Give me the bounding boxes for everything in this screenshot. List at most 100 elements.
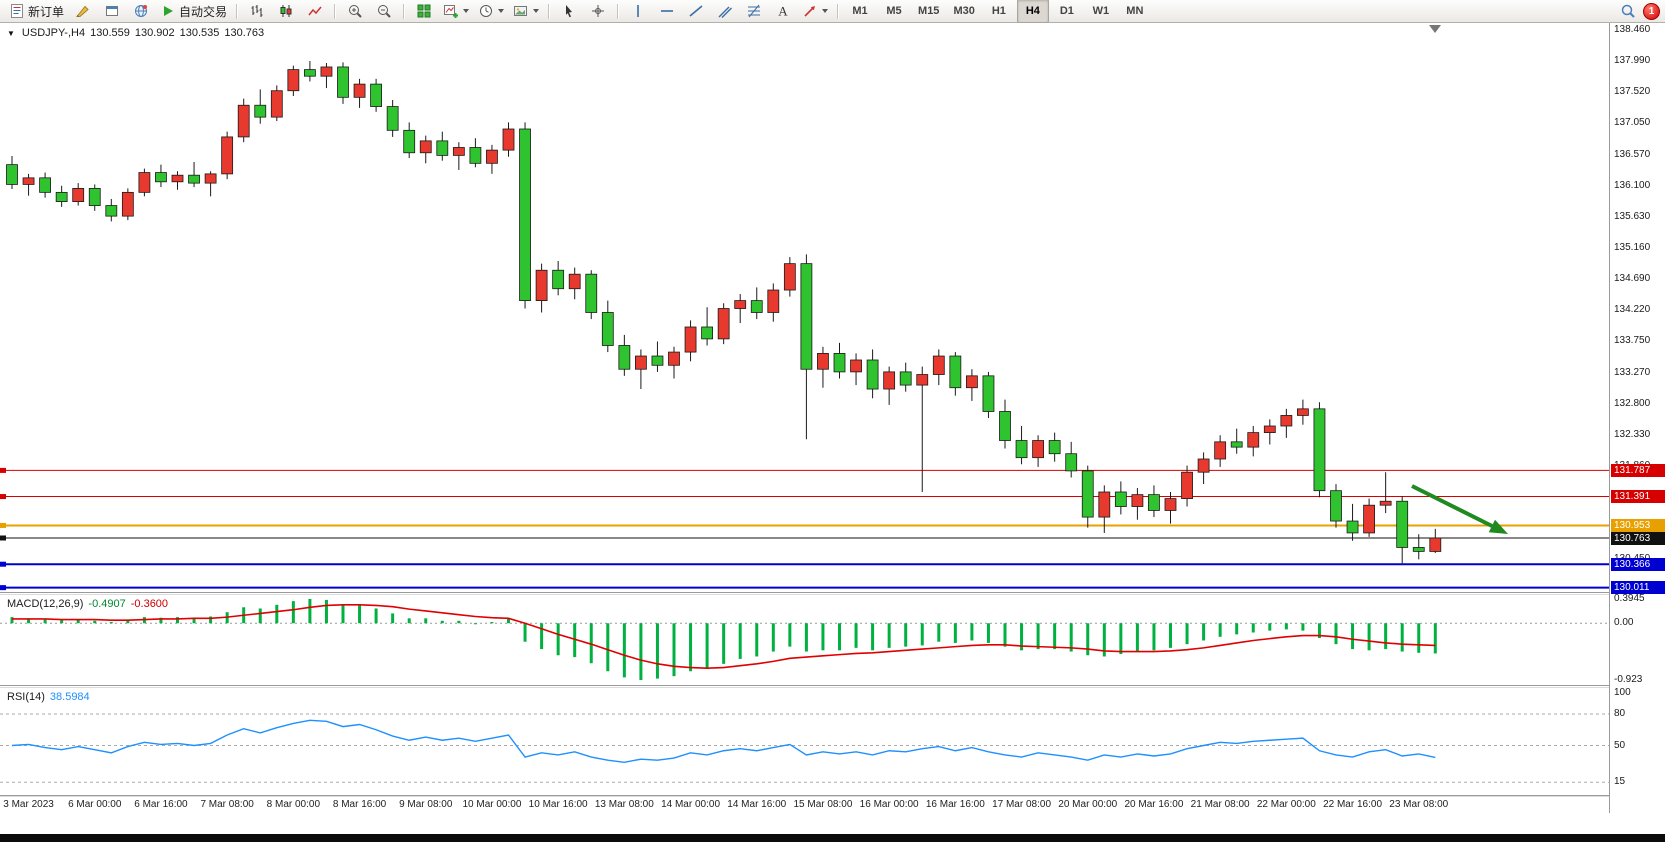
autotrading-label: 自动交易 bbox=[179, 4, 228, 19]
crosshair-icon bbox=[592, 5, 605, 17]
rsi-tick-label: 100 bbox=[1614, 687, 1631, 698]
bar-chart-icon bbox=[251, 5, 263, 17]
new-chart-button[interactable] bbox=[439, 0, 473, 22]
channel-icon bbox=[718, 6, 733, 18]
text-button[interactable]: A bbox=[769, 0, 797, 22]
bars-chart-button[interactable] bbox=[243, 0, 271, 22]
new-order-button[interactable]: 新订单 bbox=[5, 0, 68, 22]
channel-button[interactable] bbox=[711, 0, 739, 22]
price-tick-label: 133.270 bbox=[1614, 366, 1651, 378]
price-tick-label: 136.100 bbox=[1614, 179, 1651, 191]
line-price-label[interactable]: 130.366 bbox=[1611, 557, 1665, 571]
toolbar-separator bbox=[403, 3, 406, 19]
rsi-tick-label: 80 bbox=[1614, 708, 1626, 719]
price-tick-label: 136.570 bbox=[1614, 148, 1651, 160]
notification-badge[interactable]: 1 bbox=[1643, 2, 1660, 20]
one-click-trading-icon[interactable]: ▼ bbox=[7, 28, 15, 38]
time-axis[interactable]: 3 Mar 2023 6 Mar 00:00 6 Mar 16:00 7 Mar 08… bbox=[0, 797, 1609, 813]
timeframe-button-m30[interactable]: M30 bbox=[953, 5, 975, 17]
macd-histogram bbox=[10, 599, 1437, 681]
search-button[interactable] bbox=[1614, 0, 1642, 22]
candles-chart-button[interactable] bbox=[272, 0, 300, 22]
macd-signal-line bbox=[12, 604, 1436, 669]
price-tick-label: 134.220 bbox=[1614, 303, 1651, 315]
price-tick-label: 133.750 bbox=[1614, 334, 1651, 346]
line-price-label[interactable]: 131.391 bbox=[1611, 490, 1665, 504]
macd-main-value: -0.4907 bbox=[88, 598, 126, 610]
svg-text:A: A bbox=[778, 4, 788, 19]
arrows-button[interactable] bbox=[798, 0, 832, 22]
price-axis[interactable]: 138.460 137.990 137.520 137.050 136.570 136.1… bbox=[1609, 23, 1665, 813]
timeframe-button-m5[interactable]: M5 bbox=[886, 5, 902, 17]
tile-windows-button[interactable] bbox=[410, 0, 438, 22]
template-image-icon bbox=[514, 6, 528, 16]
toolbar-separator bbox=[837, 3, 840, 19]
templates-button[interactable] bbox=[509, 0, 543, 22]
metaeditor-button[interactable] bbox=[69, 0, 97, 22]
line-price-label[interactable]: 130.011 bbox=[1611, 581, 1665, 595]
chevron-down-icon bbox=[498, 9, 505, 13]
chart-shift-marker[interactable] bbox=[1429, 25, 1441, 33]
horizontal-line-button[interactable] bbox=[653, 0, 681, 22]
time-label: 10 Mar 00:00 bbox=[462, 799, 522, 810]
cursor-button[interactable] bbox=[555, 0, 583, 22]
crosshair-button[interactable] bbox=[584, 0, 612, 22]
macd-signal-value: -0.3600 bbox=[130, 598, 169, 610]
price-tick-label: 137.520 bbox=[1614, 86, 1651, 98]
time-label: 7 Mar 08:00 bbox=[200, 799, 254, 810]
zoom-out-icon bbox=[378, 5, 391, 18]
periodicity-button[interactable] bbox=[474, 0, 508, 22]
rsi-value: 38.5984 bbox=[49, 691, 90, 703]
trendline-icon bbox=[689, 5, 703, 17]
line-chart-button[interactable] bbox=[301, 0, 329, 22]
timeframe-button-m15[interactable]: M15 bbox=[918, 5, 940, 17]
arrow-annotation[interactable] bbox=[1411, 484, 1508, 534]
time-label: 21 Mar 08:00 bbox=[1190, 799, 1250, 810]
community-button[interactable] bbox=[127, 0, 155, 22]
fibonacci-icon bbox=[748, 4, 761, 18]
timeframe-button-mn[interactable]: MN bbox=[1126, 5, 1144, 17]
time-label: 9 Mar 08:00 bbox=[399, 799, 453, 810]
macd-tick-label: -0.923 bbox=[1614, 674, 1643, 686]
time-label: 8 Mar 16:00 bbox=[332, 799, 387, 810]
new-order-label: 新订单 bbox=[28, 4, 65, 19]
line-price-label[interactable]: 130.953 bbox=[1611, 518, 1665, 532]
time-label: 13 Mar 08:00 bbox=[594, 799, 654, 810]
price-tick-label: 132.330 bbox=[1614, 428, 1651, 440]
price-tick-label: 137.990 bbox=[1614, 55, 1651, 67]
timeframe-button-d1[interactable]: D1 bbox=[1059, 5, 1074, 17]
line-price-label[interactable]: 131.787 bbox=[1611, 463, 1665, 477]
fibonacci-button[interactable] bbox=[740, 0, 768, 22]
globe-icon bbox=[135, 5, 148, 17]
trendline-button[interactable] bbox=[682, 0, 710, 22]
macd-tick-label: 0.3945 bbox=[1614, 593, 1645, 604]
time-label: 22 Mar 16:00 bbox=[1323, 799, 1383, 810]
toolbar-separator bbox=[334, 3, 337, 19]
rsi-label: RSI(14) 38.5984 bbox=[7, 691, 90, 703]
clock-icon bbox=[480, 5, 493, 17]
time-label: 17 Mar 08:00 bbox=[992, 799, 1052, 810]
toolbar-separator bbox=[548, 3, 551, 19]
macd-pane-canvas[interactable] bbox=[0, 595, 1609, 685]
rsi-pane-canvas[interactable] bbox=[0, 688, 1609, 795]
pane-separator[interactable] bbox=[0, 592, 1609, 595]
timeframe-button-m1[interactable]: M1 bbox=[852, 5, 868, 17]
timeframe-button-h1[interactable]: H1 bbox=[991, 5, 1006, 17]
terminal-button[interactable] bbox=[98, 0, 126, 22]
zoom-in-button[interactable] bbox=[341, 0, 369, 22]
time-label: 10 Mar 16:00 bbox=[528, 799, 588, 810]
autotrading-button[interactable]: 自动交易 bbox=[156, 0, 231, 22]
pane-separator[interactable] bbox=[0, 685, 1609, 688]
vertical-line-button[interactable] bbox=[624, 0, 652, 22]
zoom-out-button[interactable] bbox=[370, 0, 398, 22]
cursor-arrow-icon bbox=[566, 5, 573, 18]
time-label: 22 Mar 00:00 bbox=[1256, 799, 1316, 810]
pane-separator bbox=[0, 795, 1609, 797]
timeframe-button-w1[interactable]: W1 bbox=[1092, 5, 1110, 17]
ohlc-high: 130.902 bbox=[134, 27, 175, 39]
price-chart-canvas[interactable] bbox=[0, 23, 1609, 592]
timeframe-button-h4[interactable]: H4 bbox=[1016, 0, 1049, 23]
rsi-indicator-name: RSI(14) bbox=[7, 691, 45, 703]
chevron-down-icon bbox=[463, 9, 470, 13]
